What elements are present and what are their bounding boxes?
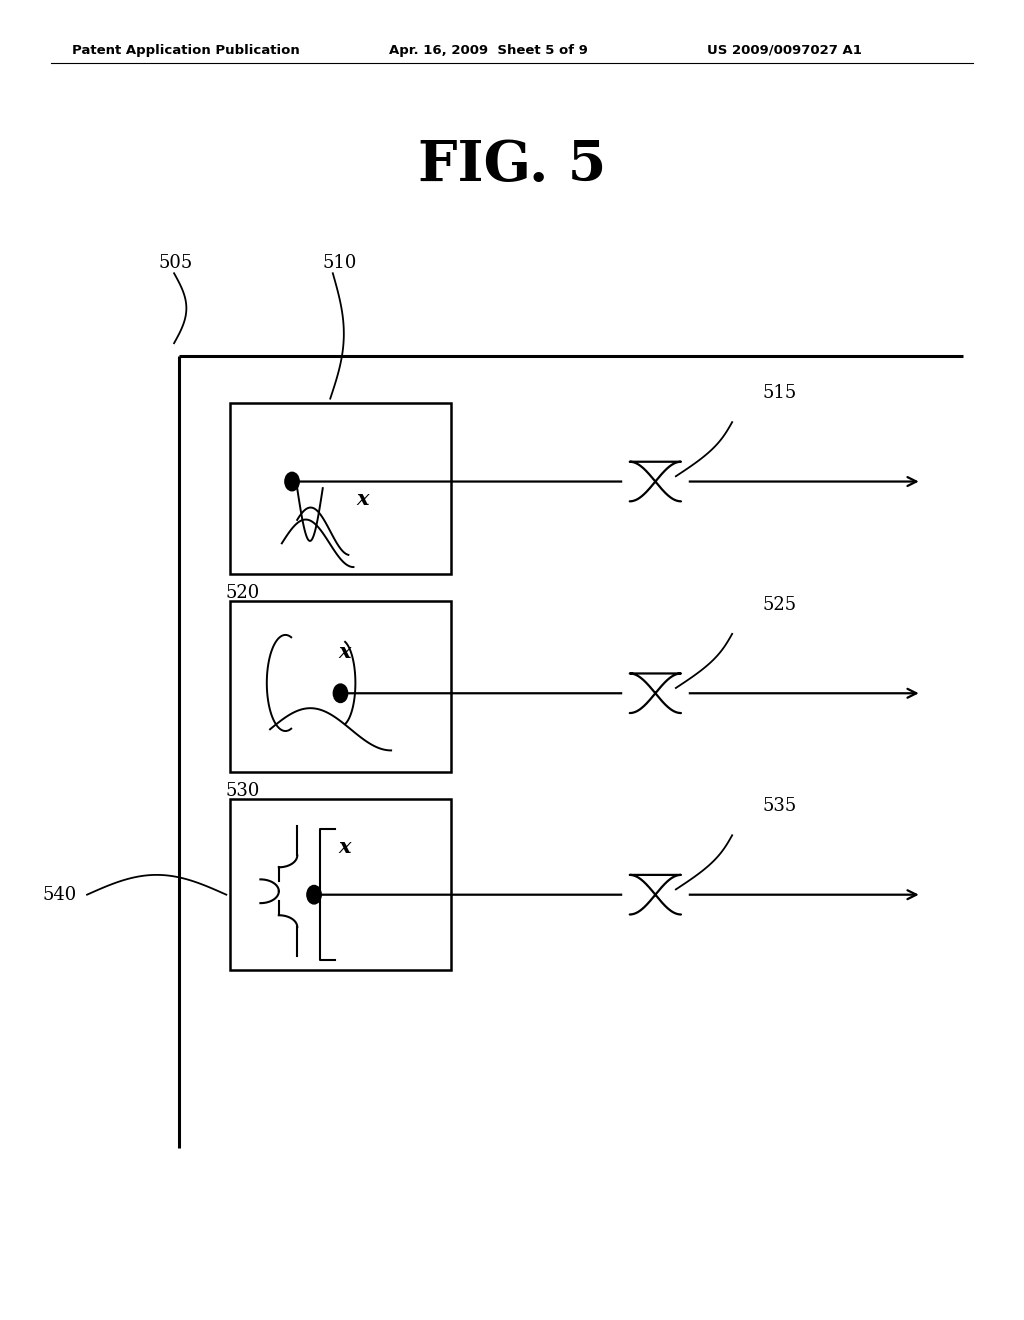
Text: 510: 510 [323, 253, 357, 272]
Circle shape [334, 684, 348, 702]
Text: 525: 525 [763, 597, 797, 614]
Text: x: x [339, 837, 351, 857]
Text: 505: 505 [159, 253, 193, 272]
Text: FIG. 5: FIG. 5 [418, 137, 606, 193]
Circle shape [307, 886, 322, 904]
Text: x: x [356, 488, 369, 508]
Text: 515: 515 [763, 384, 797, 403]
Text: 535: 535 [763, 797, 797, 816]
Text: Apr. 16, 2009  Sheet 5 of 9: Apr. 16, 2009 Sheet 5 of 9 [389, 44, 588, 57]
Text: 530: 530 [225, 781, 260, 800]
Circle shape [285, 473, 299, 491]
Text: 520: 520 [225, 583, 259, 602]
Bar [230, 799, 451, 970]
Bar [230, 601, 451, 772]
Bar [230, 403, 451, 574]
Text: 540: 540 [43, 886, 77, 904]
Text: Patent Application Publication: Patent Application Publication [72, 44, 299, 57]
Text: x: x [339, 642, 351, 663]
Text: US 2009/0097027 A1: US 2009/0097027 A1 [707, 44, 861, 57]
